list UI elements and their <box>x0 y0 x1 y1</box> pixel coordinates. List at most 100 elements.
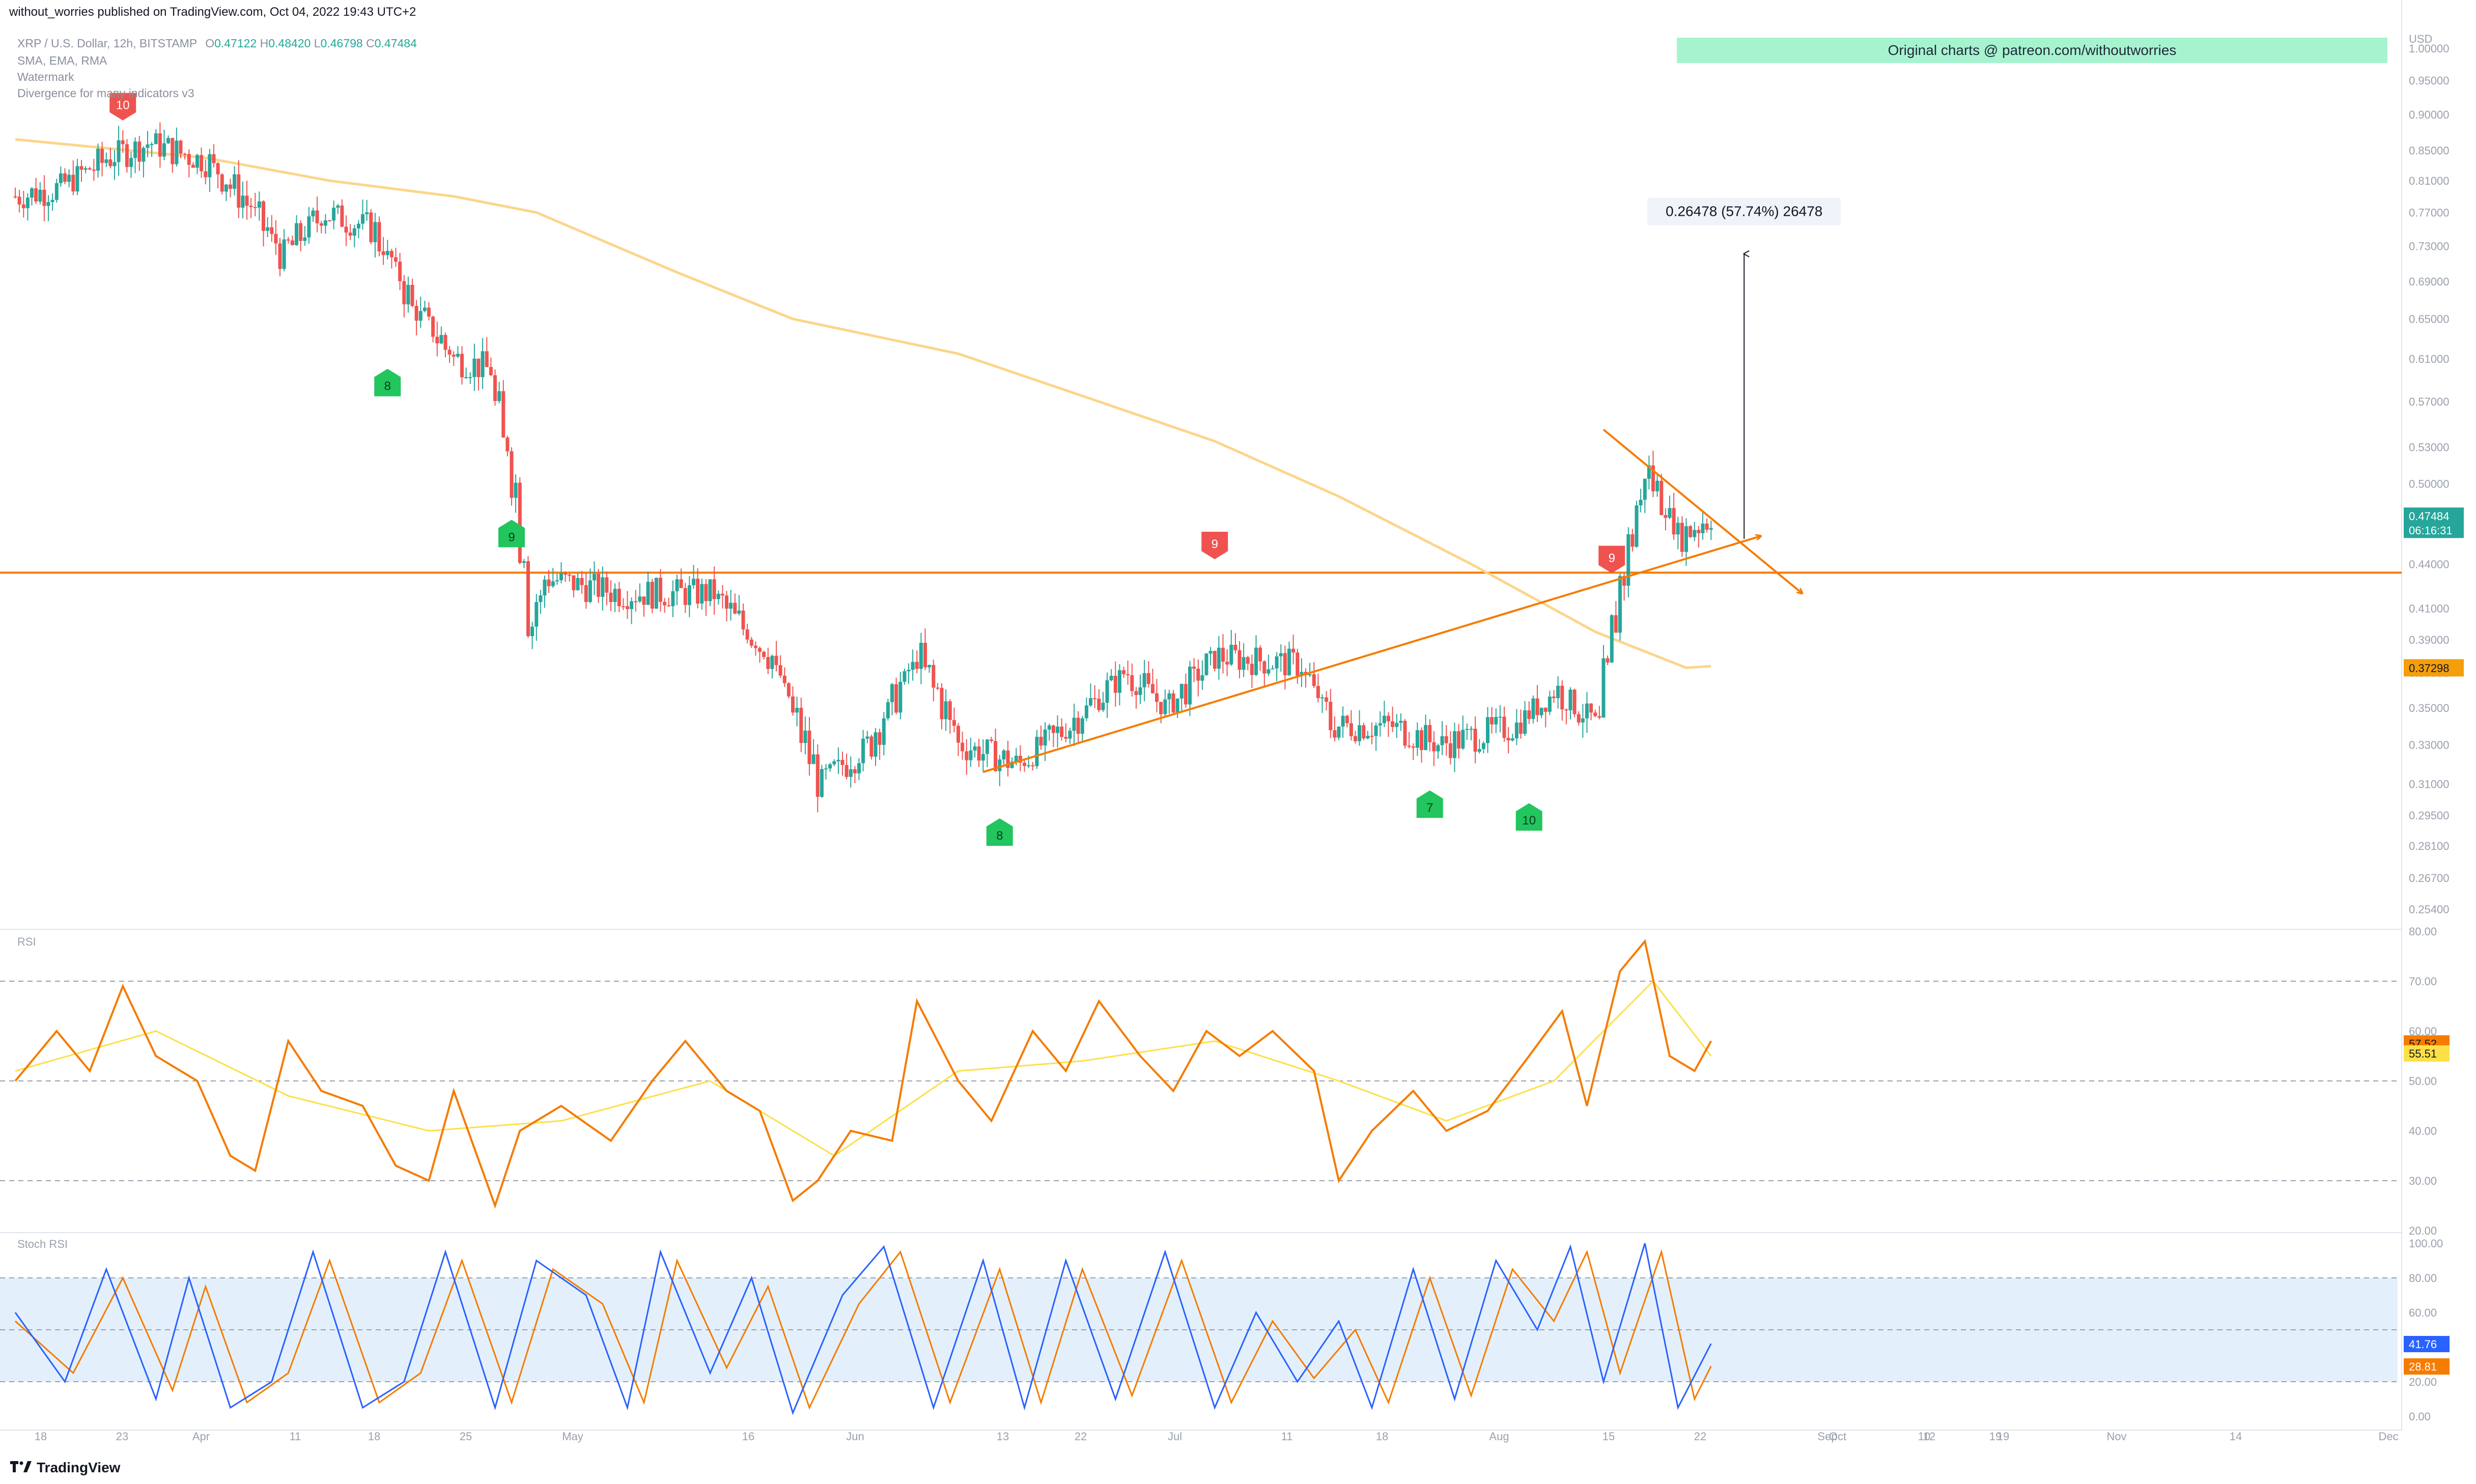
candle[interactable] <box>1056 726 1059 733</box>
candle[interactable] <box>1539 707 1543 716</box>
candle[interactable] <box>1237 650 1242 670</box>
candle[interactable] <box>1010 761 1014 768</box>
candle[interactable] <box>352 228 356 236</box>
candle[interactable] <box>1043 729 1047 746</box>
candle[interactable] <box>1267 669 1271 674</box>
candle[interactable] <box>38 189 42 202</box>
candle[interactable] <box>576 578 580 590</box>
candle[interactable] <box>1564 709 1568 710</box>
candle[interactable] <box>286 239 290 241</box>
candle[interactable] <box>439 335 443 344</box>
candle[interactable] <box>356 223 360 229</box>
candle[interactable] <box>1213 651 1217 669</box>
candle[interactable] <box>1167 693 1171 700</box>
candle[interactable] <box>1552 696 1556 698</box>
candle[interactable] <box>911 662 915 670</box>
candle[interactable] <box>990 739 993 741</box>
candle[interactable] <box>1502 717 1506 738</box>
candle[interactable] <box>381 251 385 255</box>
candle[interactable] <box>63 173 67 182</box>
candle[interactable] <box>150 144 154 145</box>
candle[interactable] <box>1622 576 1626 586</box>
candle[interactable] <box>1138 687 1142 695</box>
descending-trendline[interactable] <box>1602 429 1802 593</box>
candle[interactable] <box>518 482 522 563</box>
candle[interactable] <box>1362 725 1366 738</box>
candle[interactable] <box>630 601 634 609</box>
candle[interactable] <box>832 761 836 764</box>
candle[interactable] <box>468 377 472 378</box>
candle[interactable] <box>1312 674 1316 686</box>
candle[interactable] <box>108 159 112 166</box>
candle[interactable] <box>642 596 646 605</box>
candle[interactable] <box>1068 730 1072 739</box>
candle[interactable] <box>1184 683 1188 705</box>
candle[interactable] <box>1254 647 1258 675</box>
candle[interactable] <box>187 154 191 165</box>
candle[interactable] <box>1246 657 1250 664</box>
candle[interactable] <box>952 720 956 726</box>
candle[interactable] <box>795 707 799 713</box>
candle[interactable] <box>435 336 439 344</box>
candle[interactable] <box>485 351 489 367</box>
candle[interactable] <box>158 133 162 157</box>
candle[interactable] <box>1689 526 1693 537</box>
candle[interactable] <box>112 162 117 166</box>
candle[interactable] <box>638 596 642 602</box>
candle[interactable] <box>1308 674 1312 675</box>
candle[interactable] <box>241 195 245 208</box>
candle[interactable] <box>1250 664 1254 675</box>
candle[interactable] <box>1382 716 1386 723</box>
candle[interactable] <box>1399 721 1403 723</box>
candle[interactable] <box>807 730 811 764</box>
symbol-legend[interactable]: XRP / U.S. Dollar, 12h, BITSTAMP O0.4712… <box>17 37 417 50</box>
candle[interactable] <box>782 675 786 683</box>
price-pane[interactable]: 0.26478 (57.74%) 26478 10 8 9 9 9 8 7 10 <box>0 93 2402 846</box>
candle[interactable] <box>295 223 298 245</box>
candle[interactable] <box>21 204 25 209</box>
candle[interactable] <box>497 391 501 401</box>
candle[interactable] <box>220 174 224 192</box>
candle[interactable] <box>584 585 588 602</box>
candle[interactable] <box>142 148 146 162</box>
candle[interactable] <box>1424 725 1428 750</box>
candle[interactable] <box>1601 658 1606 718</box>
rsi-pane[interactable] <box>0 939 2398 1209</box>
candle[interactable] <box>977 746 981 761</box>
candle[interactable] <box>1142 673 1146 688</box>
candle[interactable] <box>1448 743 1452 758</box>
candle[interactable] <box>1639 500 1643 505</box>
candle[interactable] <box>75 166 79 192</box>
candle[interactable] <box>956 726 960 743</box>
candle[interactable] <box>50 199 54 203</box>
candle[interactable] <box>696 579 700 604</box>
candle[interactable] <box>1432 742 1436 752</box>
candle[interactable] <box>262 201 265 231</box>
candle[interactable] <box>456 354 460 357</box>
candle[interactable] <box>1395 723 1399 727</box>
candle[interactable] <box>609 592 613 603</box>
candle[interactable] <box>1510 738 1514 740</box>
candle[interactable] <box>1316 686 1320 698</box>
candle[interactable] <box>1664 515 1668 518</box>
candle[interactable] <box>671 591 675 607</box>
candle[interactable] <box>1101 702 1105 710</box>
candle[interactable] <box>505 437 510 451</box>
candle[interactable] <box>1080 718 1084 734</box>
candle[interactable] <box>1358 725 1362 741</box>
candle[interactable] <box>423 307 427 311</box>
candle[interactable] <box>1031 765 1035 766</box>
candle[interactable] <box>216 163 220 175</box>
candle[interactable] <box>1378 723 1382 726</box>
candle[interactable] <box>1610 615 1614 663</box>
candle[interactable] <box>1407 746 1411 747</box>
candle[interactable] <box>1403 721 1407 746</box>
candle[interactable] <box>67 175 71 182</box>
candle[interactable] <box>233 174 237 189</box>
candle[interactable] <box>13 196 17 197</box>
candle[interactable] <box>774 655 778 665</box>
candle[interactable] <box>319 223 323 226</box>
candle[interactable] <box>447 350 452 355</box>
candle[interactable] <box>861 738 865 763</box>
candles[interactable] <box>13 122 1713 813</box>
